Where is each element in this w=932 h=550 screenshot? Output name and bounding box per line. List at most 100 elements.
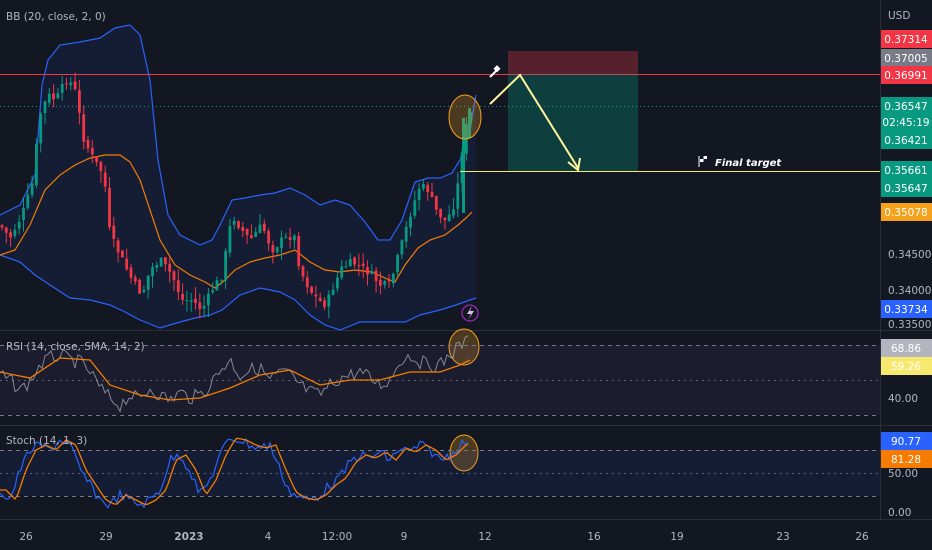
candle bbox=[219, 279, 223, 281]
axis-badge[interactable] bbox=[881, 30, 932, 48]
candle bbox=[142, 290, 146, 293]
axis-badge-label: 0.36991 bbox=[884, 70, 927, 82]
candle bbox=[133, 277, 137, 282]
candle bbox=[4, 227, 8, 233]
candle bbox=[318, 297, 322, 301]
candle bbox=[194, 298, 197, 304]
axis-badge-label: 0.36421 bbox=[884, 135, 927, 147]
candle bbox=[413, 200, 417, 216]
candle bbox=[65, 83, 68, 85]
candle bbox=[185, 299, 189, 301]
axis-badge-label: 68.86 bbox=[891, 343, 921, 355]
axis-badge-label: 0.37005 bbox=[884, 53, 927, 65]
candle bbox=[168, 263, 172, 272]
candle bbox=[47, 93, 51, 103]
candle bbox=[426, 184, 430, 193]
candle bbox=[366, 267, 369, 275]
candle bbox=[400, 240, 404, 255]
candle bbox=[232, 220, 236, 225]
candle bbox=[138, 280, 141, 294]
candle bbox=[103, 172, 107, 187]
candle bbox=[245, 228, 249, 236]
time-tick: 26 bbox=[19, 531, 33, 543]
candle bbox=[417, 188, 421, 201]
rsi-axis-badges[interactable]: 68.86 59.26 bbox=[881, 339, 932, 375]
candle bbox=[297, 235, 301, 267]
axis-badge[interactable] bbox=[881, 49, 932, 67]
candle bbox=[434, 195, 438, 210]
candle bbox=[237, 221, 240, 228]
stoch-axis-badges[interactable]: 90.77 81.28 bbox=[881, 432, 932, 468]
candle bbox=[60, 83, 64, 93]
candle-current bbox=[468, 108, 471, 138]
candle bbox=[108, 187, 111, 228]
rsi-tick: 40.00 bbox=[888, 393, 918, 405]
time-tick: 23 bbox=[776, 531, 789, 543]
axis-badge[interactable] bbox=[881, 450, 932, 468]
annotation-final-target[interactable]: Final target bbox=[715, 158, 782, 169]
axis-badge[interactable] bbox=[881, 113, 932, 131]
price-axis-badges[interactable]: 0.37314 0.37005 0.36991 0.36547 02:45:19 0.36… bbox=[881, 30, 932, 318]
lightning-icon[interactable] bbox=[461, 304, 479, 322]
axis-badge[interactable] bbox=[881, 203, 932, 221]
candle bbox=[305, 277, 309, 288]
candle bbox=[353, 257, 356, 265]
price-tick: 0.34000 bbox=[888, 285, 931, 297]
axis-badge[interactable] bbox=[881, 131, 932, 149]
candle bbox=[26, 194, 30, 208]
candle bbox=[35, 143, 38, 186]
bb-lower-line bbox=[0, 254, 477, 331]
candle bbox=[404, 226, 408, 242]
candle bbox=[207, 293, 210, 306]
axis-badge[interactable] bbox=[881, 161, 932, 179]
stoch-indicator-label[interactable]: Stoch (14, 1, 3) bbox=[6, 435, 87, 447]
bb-indicator-label[interactable]: BB (20, close, 2, 0) bbox=[6, 11, 106, 23]
axis-badge[interactable] bbox=[881, 97, 932, 115]
axis-badge[interactable] bbox=[881, 339, 932, 357]
time-tick: 12:00 bbox=[322, 531, 352, 543]
candle bbox=[176, 280, 180, 293]
stop-loss-zone[interactable] bbox=[508, 51, 638, 74]
candle bbox=[224, 250, 227, 281]
rsi-indicator-label[interactable]: RSI (14, close, SMA, 14, 2) bbox=[6, 341, 145, 353]
candle bbox=[90, 148, 94, 155]
forecast-arrow[interactable] bbox=[489, 73, 579, 169]
candle bbox=[52, 93, 55, 100]
candle bbox=[340, 266, 344, 278]
price-tick: 0.34500 bbox=[888, 249, 931, 261]
axis-badge[interactable] bbox=[881, 300, 932, 318]
candle bbox=[43, 101, 47, 114]
axis-badge[interactable] bbox=[881, 432, 932, 450]
candle-latest bbox=[462, 118, 465, 213]
axis-badge[interactable] bbox=[881, 357, 932, 375]
rsi-ma-line bbox=[0, 357, 471, 401]
candle bbox=[17, 221, 21, 229]
currency-label: USD bbox=[888, 10, 910, 22]
candle bbox=[301, 266, 305, 277]
candle bbox=[69, 82, 73, 86]
rsi-lines bbox=[0, 335, 471, 413]
candle bbox=[396, 255, 399, 273]
candle bbox=[293, 235, 296, 241]
time-axis[interactable]: 26 29 2023 4 12:00 9 12 16 19 23 26 bbox=[19, 531, 869, 543]
time-tick: 29 bbox=[99, 531, 112, 543]
time-tick: 12 bbox=[478, 531, 491, 543]
candle bbox=[391, 273, 395, 284]
brush-icon bbox=[489, 65, 501, 78]
candle bbox=[361, 263, 365, 267]
stoch-lines bbox=[0, 437, 469, 509]
candle bbox=[112, 225, 116, 239]
candle bbox=[336, 277, 339, 289]
candle bbox=[181, 293, 184, 300]
axis-badge-label: 0.35661 bbox=[884, 165, 927, 177]
candle bbox=[172, 271, 176, 281]
candle bbox=[0, 225, 4, 228]
candle bbox=[409, 216, 412, 228]
stoch-tick: 0.00 bbox=[888, 507, 911, 519]
axis-badge-label: 02:45:19 bbox=[882, 117, 929, 129]
axis-badge[interactable] bbox=[881, 66, 932, 84]
axis-badge[interactable] bbox=[881, 179, 932, 197]
candle bbox=[146, 275, 150, 290]
candle bbox=[370, 271, 374, 274]
